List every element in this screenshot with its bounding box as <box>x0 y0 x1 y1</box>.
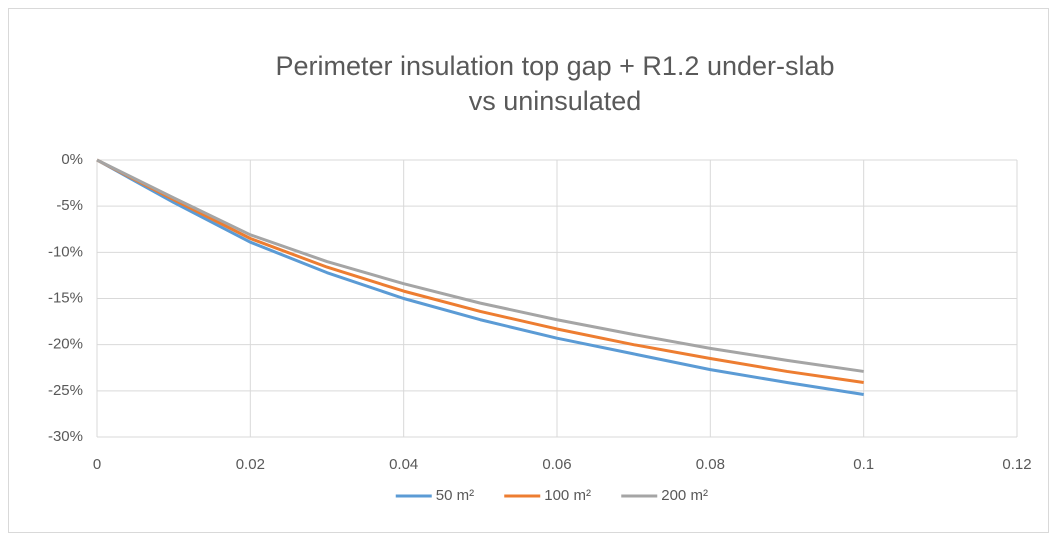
x-tick-label: 0.08 <box>696 456 725 473</box>
y-tick-label: -20% <box>48 336 83 353</box>
legend-label: 200 m² <box>661 487 708 504</box>
y-tick-label: -15% <box>48 289 83 306</box>
chart-title: Perimeter insulation top gap + R1.2 unde… <box>275 51 834 81</box>
y-tick-label: -30% <box>48 428 83 445</box>
x-tick-label: 0.1 <box>853 456 874 473</box>
legend-label: 100 m² <box>544 487 591 504</box>
y-tick-label: -5% <box>56 197 83 214</box>
x-tick-label: 0.02 <box>236 456 265 473</box>
y-tick-label: 0% <box>61 151 83 168</box>
x-tick-label: 0.12 <box>1002 456 1031 473</box>
y-tick-label: -25% <box>48 382 83 399</box>
series-line <box>96 158 864 373</box>
y-tick-label: -10% <box>48 243 83 260</box>
x-tick-label: 0 <box>93 456 101 473</box>
series-line <box>96 158 864 385</box>
chart-border <box>8 8 1049 533</box>
x-tick-label: 0.04 <box>389 456 418 473</box>
series-line <box>96 158 864 397</box>
chart-title: vs uninsulated <box>469 86 642 116</box>
legend-label: 50 m² <box>436 487 474 504</box>
x-tick-label: 0.06 <box>542 456 571 473</box>
